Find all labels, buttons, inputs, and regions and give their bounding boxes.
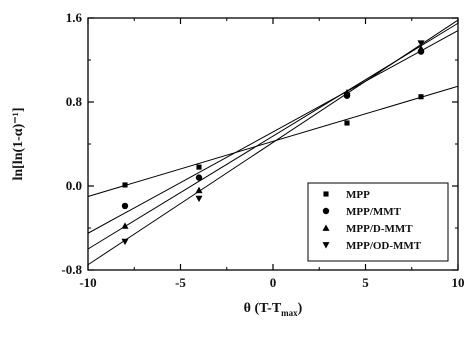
fit-line	[87, 85, 459, 197]
fit-lines	[87, 19, 459, 266]
marker-triangle-up	[195, 186, 203, 194]
marker-circle	[121, 202, 129, 210]
marker-triangle-up	[417, 44, 425, 52]
y-tick-label: -0.8	[61, 262, 82, 277]
legend-label: MPP/OD-MMT	[346, 240, 422, 252]
x-tick-label: -5	[175, 275, 186, 290]
x-axis-title: θ (T-Tmax)	[244, 301, 303, 318]
marker-square	[196, 164, 202, 170]
marker-triangle-down	[195, 195, 203, 203]
x-tick-label: 5	[362, 275, 369, 290]
marker-triangle-up-legend	[322, 224, 330, 231]
tick-marks	[87, 17, 459, 271]
marker-circle	[195, 174, 203, 181]
fit-line	[87, 19, 459, 266]
tick-labels: -10 -5 0 5 10 -0.8 0.0 0.8 1.6	[61, 10, 464, 290]
x-tick-label: 10	[452, 275, 465, 290]
marker-triangle-down	[417, 40, 425, 47]
marker-square-legend	[323, 191, 329, 197]
marker-triangle-down	[121, 238, 129, 246]
legend-box	[307, 182, 449, 262]
marker-triangle-down	[343, 92, 351, 100]
data-points	[121, 40, 425, 246]
y-axis-title: ln[ln(1-α)⁻¹]	[11, 107, 26, 180]
marker-triangle-up	[121, 222, 129, 229]
marker-triangle-down-legend	[322, 242, 330, 249]
fit-line	[87, 30, 459, 234]
legend-label: MPP	[346, 189, 370, 201]
y-tick-label: 0.8	[66, 94, 83, 109]
marker-square	[344, 120, 350, 126]
marker-square	[122, 182, 128, 188]
legend: MPP MPP/MMT MPP/D-MMT MPP/OD-MMT	[307, 182, 449, 262]
y-tick-label: 0.0	[66, 178, 82, 193]
y-tick-label: 1.6	[66, 10, 83, 25]
marker-square	[418, 94, 424, 100]
x-tick-label: -10	[79, 275, 96, 290]
legend-label: MPP/D-MMT	[346, 223, 413, 235]
marker-circle-legend	[322, 207, 330, 215]
legend-label: MPP/MMT	[346, 206, 402, 218]
x-tick-label: 0	[270, 275, 277, 290]
